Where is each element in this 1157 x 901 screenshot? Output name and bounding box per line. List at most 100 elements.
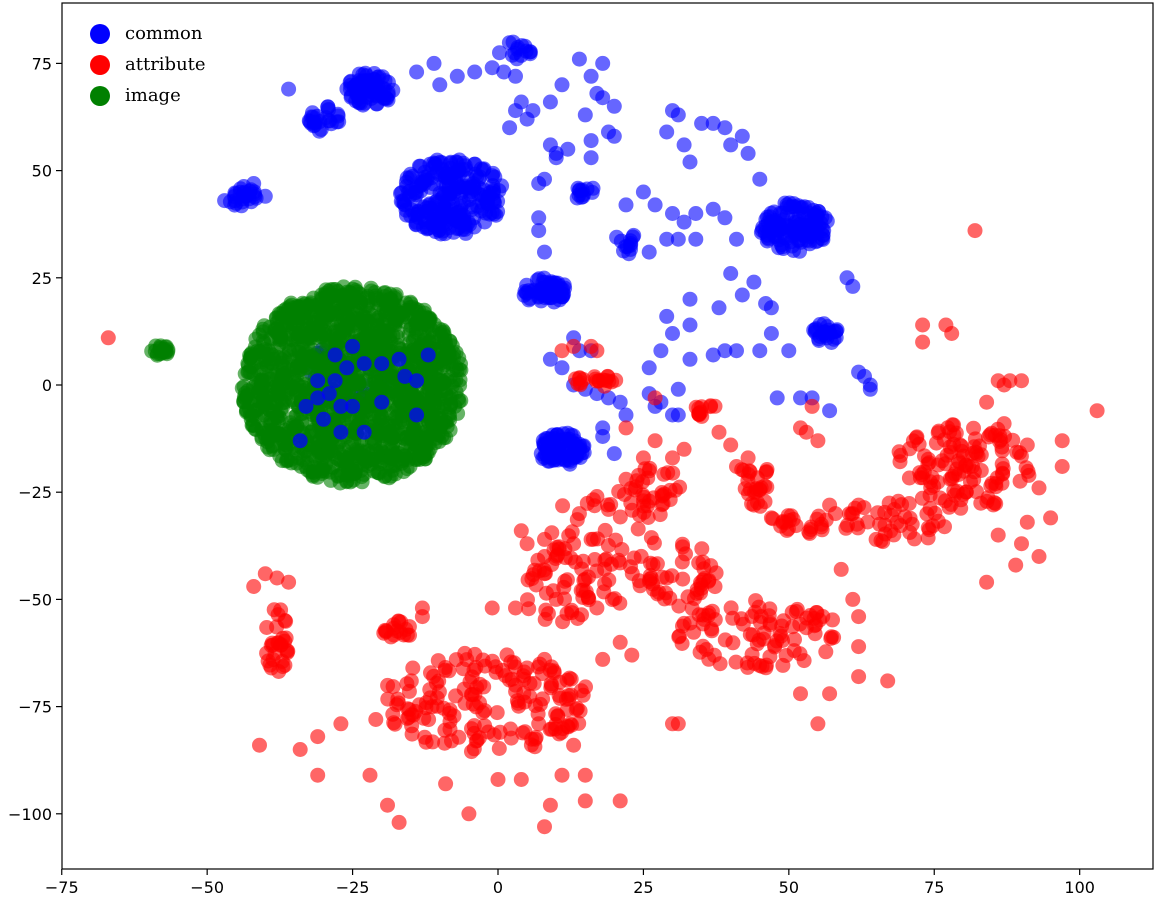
point-common — [785, 222, 801, 238]
point-attribute — [468, 733, 484, 749]
point-attribute — [1008, 557, 1024, 573]
point-common — [554, 77, 570, 93]
point-attribute — [523, 737, 539, 753]
point-common — [705, 347, 721, 363]
point-common — [779, 197, 795, 213]
point-image — [366, 463, 382, 479]
point-attribute — [437, 660, 453, 675]
point-common — [366, 72, 382, 87]
point-attribute — [607, 591, 623, 607]
point-attribute — [946, 417, 962, 433]
point-common — [665, 326, 680, 341]
point-image — [155, 343, 171, 359]
point-attribute — [641, 463, 657, 479]
point-image — [433, 419, 449, 435]
point-common — [310, 390, 326, 406]
point-attribute — [728, 654, 744, 670]
point-attribute — [915, 334, 931, 350]
point-common — [554, 360, 570, 376]
point-common — [345, 338, 361, 354]
point-image — [397, 451, 413, 467]
point-attribute — [919, 506, 935, 522]
point-common — [504, 47, 520, 63]
point-attribute — [100, 330, 116, 346]
point-attribute — [643, 555, 658, 571]
point-common — [767, 226, 783, 242]
point-attribute — [868, 531, 884, 547]
x-tick-label: −50 — [190, 878, 224, 897]
point-attribute — [577, 571, 593, 587]
point-image — [432, 372, 448, 388]
point-common — [771, 240, 787, 256]
point-attribute — [387, 716, 403, 732]
point-common — [374, 356, 390, 372]
point-common — [434, 163, 450, 179]
point-attribute — [540, 606, 556, 622]
point-common — [548, 150, 564, 166]
point-common — [420, 347, 436, 363]
point-attribute — [838, 520, 854, 536]
point-attribute — [647, 390, 663, 406]
point-image — [358, 290, 374, 306]
point-attribute — [711, 424, 727, 440]
point-image — [297, 377, 313, 392]
point-image — [389, 422, 405, 438]
point-common — [802, 236, 818, 252]
point-common — [729, 231, 744, 247]
point-attribute — [362, 767, 378, 783]
point-attribute — [772, 626, 788, 641]
point-attribute — [810, 716, 826, 732]
point-image — [349, 444, 365, 460]
point-image — [289, 455, 304, 471]
point-attribute — [618, 471, 634, 487]
point-attribute — [990, 527, 1006, 543]
point-attribute — [793, 686, 808, 702]
point-image — [267, 395, 283, 411]
point-attribute — [517, 694, 532, 710]
point-attribute — [595, 651, 611, 667]
point-image — [406, 422, 421, 438]
point-attribute — [675, 618, 690, 634]
point-attribute — [901, 496, 917, 511]
point-attribute — [577, 793, 593, 809]
point-common — [682, 351, 698, 367]
point-attribute — [901, 470, 917, 486]
point-attribute — [717, 632, 733, 648]
point-attribute — [589, 343, 605, 359]
point-common — [682, 154, 698, 170]
point-attribute — [1002, 373, 1018, 389]
plot-frame — [61, 2, 1154, 870]
point-attribute — [746, 497, 762, 513]
point-attribute — [1031, 549, 1047, 564]
point-attribute — [519, 660, 535, 676]
point-common — [752, 171, 768, 187]
point-attribute — [671, 598, 687, 614]
point-attribute — [665, 465, 681, 481]
point-attribute — [676, 441, 692, 457]
point-common — [589, 85, 605, 101]
point-common — [845, 278, 861, 294]
point-attribute — [597, 561, 613, 577]
point-image — [304, 348, 319, 364]
point-attribute — [748, 593, 764, 609]
point-attribute — [562, 716, 578, 732]
point-common — [449, 68, 465, 84]
point-attribute — [691, 400, 707, 416]
point-common — [688, 206, 704, 221]
point-common — [333, 424, 349, 440]
point-attribute — [612, 793, 628, 809]
point-image — [451, 350, 467, 366]
point-attribute — [810, 433, 826, 449]
point-common — [682, 317, 698, 333]
point-image — [415, 449, 431, 465]
point-attribute — [414, 609, 430, 625]
point-attribute — [601, 501, 616, 517]
point-attribute — [694, 541, 710, 557]
point-attribute — [723, 600, 739, 616]
point-image — [261, 343, 276, 359]
point-attribute — [635, 450, 651, 466]
point-common — [584, 184, 600, 200]
y-tick-label: −25 — [18, 483, 52, 502]
x-tick-label: 0 — [493, 878, 503, 897]
legend-label-image: image — [125, 85, 181, 106]
